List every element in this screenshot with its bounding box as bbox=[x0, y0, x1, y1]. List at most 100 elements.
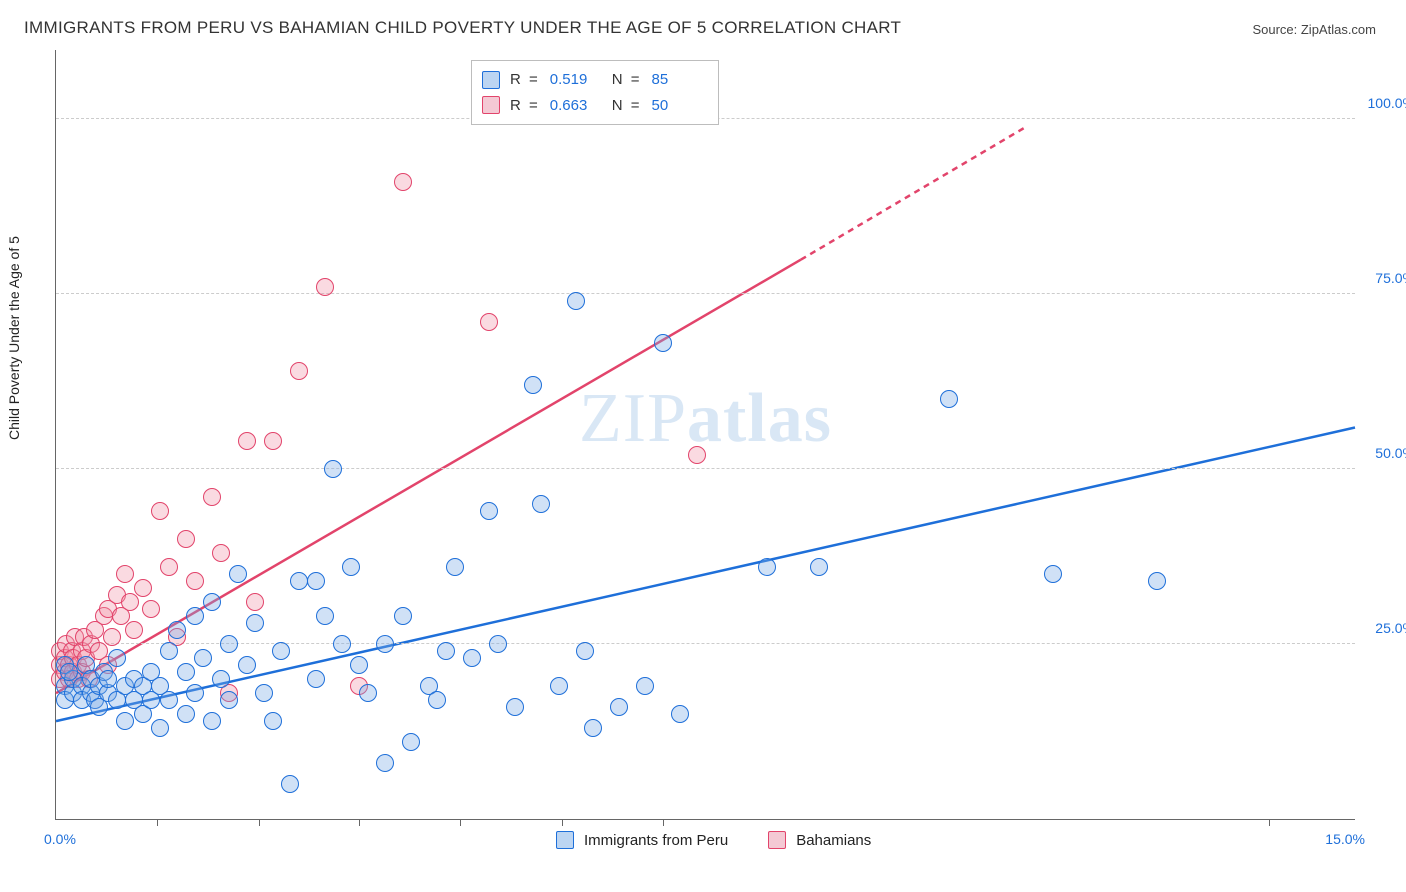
scatter-point bbox=[272, 642, 290, 660]
scatter-point bbox=[290, 362, 308, 380]
scatter-point bbox=[489, 635, 507, 653]
scatter-point bbox=[168, 621, 186, 639]
swatch-series-b bbox=[482, 96, 500, 114]
x-axis-max-label: 15.0% bbox=[1325, 831, 1365, 847]
scatter-point bbox=[350, 656, 368, 674]
scatter-point bbox=[177, 663, 195, 681]
scatter-point bbox=[567, 292, 585, 310]
scatter-point bbox=[264, 432, 282, 450]
y-tick-label: 100.0% bbox=[1360, 95, 1406, 111]
scatter-point bbox=[134, 579, 152, 597]
scatter-point bbox=[281, 775, 299, 793]
scatter-point bbox=[125, 621, 143, 639]
scatter-point bbox=[194, 649, 212, 667]
chart-title: IMMIGRANTS FROM PERU VS BAHAMIAN CHILD P… bbox=[24, 18, 901, 38]
scatter-point bbox=[394, 607, 412, 625]
legend-swatch-a bbox=[556, 831, 574, 849]
scatter-point bbox=[108, 649, 126, 667]
scatter-point bbox=[116, 712, 134, 730]
scatter-point bbox=[402, 733, 420, 751]
stats-row-series-a: R = 0.519 N = 85 bbox=[482, 67, 704, 93]
scatter-point bbox=[576, 642, 594, 660]
y-tick-label: 75.0% bbox=[1360, 270, 1406, 286]
scatter-point bbox=[1148, 572, 1166, 590]
scatter-point bbox=[103, 628, 121, 646]
scatter-point bbox=[610, 698, 628, 716]
correlation-stats-box: R = 0.519 N = 85 R = 0.663 N = 50 bbox=[471, 60, 719, 125]
legend-swatch-b bbox=[768, 831, 786, 849]
scatter-point bbox=[359, 684, 377, 702]
y-axis-label: Child Poverty Under the Age of 5 bbox=[6, 236, 22, 440]
scatter-point bbox=[394, 173, 412, 191]
scatter-point bbox=[246, 614, 264, 632]
scatter-point bbox=[940, 390, 958, 408]
scatter-point bbox=[238, 432, 256, 450]
scatter-point bbox=[1044, 565, 1062, 583]
x-axis-origin-label: 0.0% bbox=[44, 831, 76, 847]
legend-item-series-b: Bahamians bbox=[768, 831, 871, 849]
scatter-point bbox=[316, 607, 334, 625]
scatter-point bbox=[671, 705, 689, 723]
r-label-b: R = bbox=[510, 93, 540, 119]
scatter-point bbox=[186, 607, 204, 625]
scatter-point bbox=[142, 600, 160, 618]
scatter-point bbox=[160, 558, 178, 576]
x-tick bbox=[460, 819, 461, 826]
r-value-b: 0.663 bbox=[550, 93, 602, 119]
scatter-point bbox=[220, 635, 238, 653]
stats-row-series-b: R = 0.663 N = 50 bbox=[482, 93, 704, 119]
x-tick bbox=[259, 819, 260, 826]
scatter-point bbox=[524, 376, 542, 394]
scatter-point bbox=[688, 446, 706, 464]
scatter-point bbox=[584, 719, 602, 737]
scatter-point bbox=[342, 558, 360, 576]
scatter-point bbox=[463, 649, 481, 667]
scatter-point bbox=[810, 558, 828, 576]
scatter-point bbox=[307, 572, 325, 590]
scatter-point bbox=[550, 677, 568, 695]
scatter-point bbox=[186, 684, 204, 702]
scatter-point bbox=[246, 593, 264, 611]
scatter-point bbox=[333, 635, 351, 653]
scatter-point bbox=[316, 278, 334, 296]
legend: Immigrants from Peru Bahamians bbox=[556, 831, 871, 849]
scatter-point bbox=[203, 593, 221, 611]
n-value-a: 85 bbox=[652, 67, 704, 93]
scatter-point bbox=[376, 635, 394, 653]
scatter-point bbox=[654, 334, 672, 352]
scatter-point bbox=[376, 754, 394, 772]
scatter-point bbox=[151, 719, 169, 737]
legend-label-a: Immigrants from Peru bbox=[584, 832, 728, 849]
scatter-point bbox=[220, 691, 238, 709]
scatter-point bbox=[160, 691, 178, 709]
scatter-point bbox=[264, 712, 282, 730]
legend-label-b: Bahamians bbox=[796, 832, 871, 849]
scatter-point bbox=[177, 705, 195, 723]
scatter-point bbox=[532, 495, 550, 513]
y-tick-label: 50.0% bbox=[1360, 445, 1406, 461]
scatter-point bbox=[238, 656, 256, 674]
scatter-point bbox=[186, 572, 204, 590]
scatter-point bbox=[212, 544, 230, 562]
legend-item-series-a: Immigrants from Peru bbox=[556, 831, 728, 849]
x-tick bbox=[157, 819, 158, 826]
scatter-point bbox=[636, 677, 654, 695]
scatter-point bbox=[307, 670, 325, 688]
n-value-b: 50 bbox=[652, 93, 704, 119]
scatter-point bbox=[255, 684, 273, 702]
scatter-point bbox=[203, 712, 221, 730]
source-attribution: Source: ZipAtlas.com bbox=[1252, 22, 1376, 37]
scatter-point bbox=[203, 488, 221, 506]
scatter-point bbox=[480, 502, 498, 520]
n-label-b: N = bbox=[612, 93, 642, 119]
x-tick bbox=[663, 819, 664, 826]
scatter-point bbox=[99, 670, 117, 688]
scatter-point bbox=[177, 530, 195, 548]
scatter-point bbox=[290, 572, 308, 590]
x-tick bbox=[359, 819, 360, 826]
scatter-point bbox=[151, 502, 169, 520]
source-link[interactable]: ZipAtlas.com bbox=[1301, 22, 1376, 37]
scatter-point bbox=[324, 460, 342, 478]
scatter-point bbox=[229, 565, 247, 583]
gridline-h bbox=[56, 293, 1355, 294]
